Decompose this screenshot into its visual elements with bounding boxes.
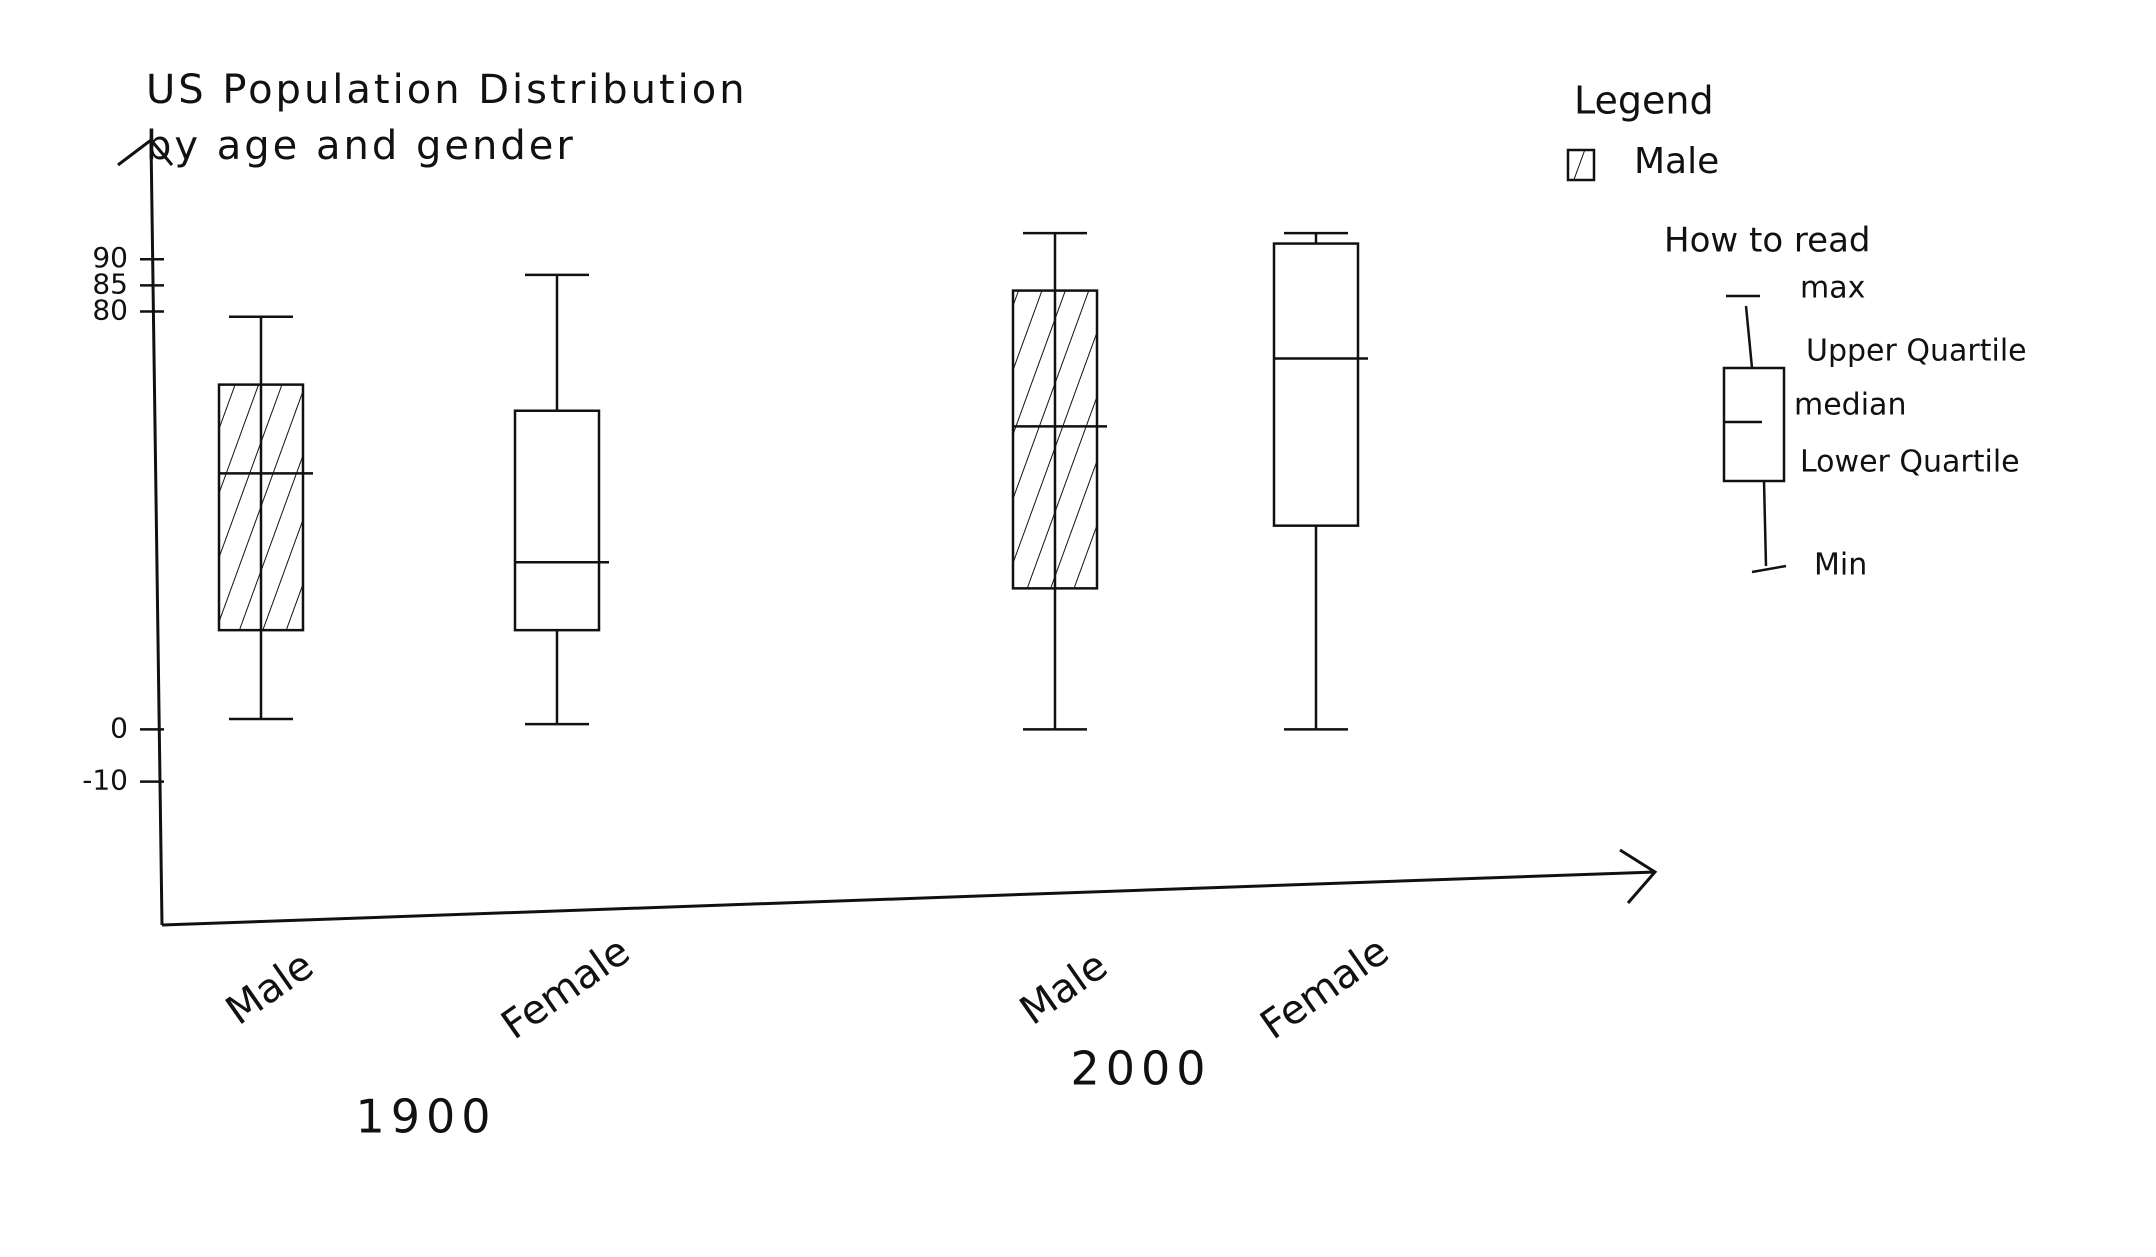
legend-title: Legend (1574, 79, 1714, 123)
x-axis (161, 870, 1656, 927)
how-to-read-label: median (1794, 388, 1906, 423)
legend-swatch (1566, 148, 1596, 182)
y-tick-label: -10 (82, 764, 128, 797)
x-axis-arrow (1619, 848, 1658, 904)
how-to-read-label: max (1800, 271, 1865, 306)
how-to-read-label: Lower Quartile (1800, 445, 2020, 480)
how-to-read-label: Upper Quartile (1806, 334, 2027, 369)
x-tick-label: Female (493, 928, 638, 1049)
y-tick-label: 85 (92, 267, 128, 300)
box (513, 409, 601, 632)
box (1272, 242, 1360, 527)
y-axis (149, 139, 164, 926)
y-tick-label: 90 (92, 241, 128, 274)
group-label: 1900 (355, 1090, 496, 1144)
y-tick-label: 0 (110, 711, 128, 744)
legend-entry: Male (1634, 141, 1719, 182)
axes (117, 137, 1658, 927)
how-to-read-title: How to read (1664, 221, 1871, 261)
y-tick-label: 80 (92, 293, 128, 326)
box (1011, 289, 1099, 590)
how-to-read-label: Min (1814, 548, 1867, 583)
x-tick-label: Female (1252, 928, 1397, 1049)
how-to-read-glyph (1722, 294, 1787, 574)
chart-title: US Population Distribution by age and ge… (146, 67, 748, 169)
x-tick-label: Male (218, 942, 322, 1034)
x-tick-label: Male (1012, 942, 1116, 1034)
group-label: 2000 (1070, 1042, 1211, 1096)
box (217, 383, 305, 632)
y-axis-arrow (117, 137, 174, 167)
